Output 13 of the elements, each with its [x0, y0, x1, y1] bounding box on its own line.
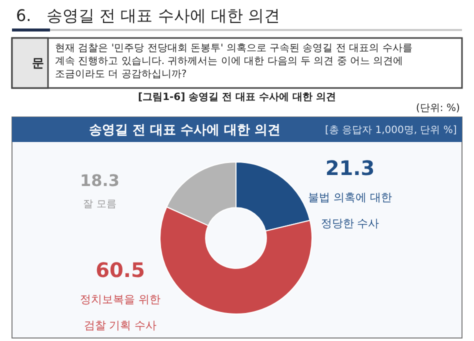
- data-label: 18.3: [80, 171, 120, 190]
- text: [그림1-6] 송영길 전 대표 수사에 대한 의견: [138, 92, 336, 103]
- data-label: 60.5: [96, 258, 145, 282]
- slice-label: 정치보복을 위한 검찰 기획 수사: [80, 293, 160, 332]
- text: 현재 검찰은 '민주당 전당대회 돈봉투' 의혹으로 구속된 송영길 전 대표의 수사를 계속 진행하고 있습니다. 귀하께서는 이에 대한 다음의 두 의견 중 어느 의견에 조금이라도 더 공감하십니까?: [55, 43, 412, 80]
- text: 6. 송영길 전 대표 수사에 대한 의견: [16, 6, 280, 25]
- text: (단위: %): [416, 103, 460, 114]
- data-label: 21.3: [325, 156, 375, 180]
- chart-title: 송영길 전 대표 수사에 대한 의견: [89, 123, 281, 138]
- slice-label: 잘 모름: [83, 198, 116, 210]
- chart-subtitle: [총 응답자 1,000명, 단위 %]: [325, 125, 457, 136]
- slice-label: 불법 의혹에 대한 정당한 수사: [308, 191, 392, 230]
- text: 문: [32, 56, 44, 70]
